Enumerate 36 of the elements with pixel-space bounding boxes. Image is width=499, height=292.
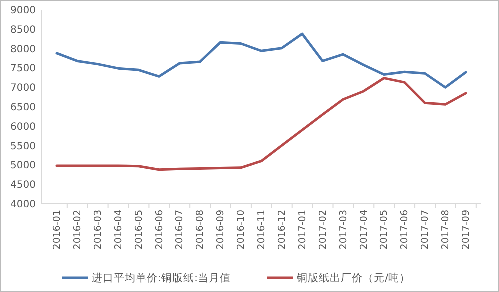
y-tick-label: 9000	[10, 6, 36, 16]
y-tick-label: 8000	[10, 44, 36, 56]
x-tick-label: 2017-03	[338, 210, 350, 250]
y-tick-label: 6500	[10, 102, 36, 114]
y-tick-label: 5000	[10, 160, 36, 172]
line-series	[56, 77, 468, 172]
x-tick-label: 2016-08	[195, 210, 206, 250]
x-tick-label: 2016-01	[52, 210, 63, 250]
x-tick-label: 2016-04	[113, 210, 124, 250]
y-tick-label: 4500	[10, 180, 36, 192]
x-tick-label: 2017-05	[379, 210, 390, 250]
x-tick-label: 2017-06	[400, 210, 411, 250]
x-tick-label: 2017-02	[318, 210, 329, 250]
y-tick-label: 8500	[10, 24, 36, 36]
x-tick-label: 2016-06	[154, 210, 166, 250]
y-tick-label: 5500	[10, 141, 36, 152]
line-series	[56, 32, 468, 89]
x-tick-label: 2016-03	[92, 210, 104, 250]
x-tick-label: 2016-09	[216, 210, 227, 250]
y-tick-label: 6000	[10, 122, 36, 133]
legend-label: 进口平均单价:铜版纸:当月值	[92, 272, 232, 285]
x-tick-label: 2017-07	[420, 210, 432, 250]
y-tick-label: 7500	[10, 64, 36, 75]
x-tick-label: 2016-10	[236, 210, 248, 250]
x-tick-label: 2017-04	[358, 210, 370, 250]
x-tick-label: 2016-11	[256, 210, 268, 250]
legend-label: 铜版纸出厂价（元/吨）	[296, 272, 411, 285]
y-tick-label: 7000	[10, 83, 36, 94]
x-tick-label: 2016-12	[276, 210, 288, 250]
x-tick-label: 2016-05	[134, 210, 145, 250]
x-tick-label: 2016-07	[174, 210, 186, 250]
x-tick-label: 2017-08	[440, 210, 452, 250]
y-tick-label: 4000	[10, 200, 36, 210]
x-tick-label: 2016-02	[72, 210, 84, 250]
x-tick-label: 2017-01	[297, 210, 308, 250]
x-tick-label: 2017-09	[461, 210, 472, 250]
